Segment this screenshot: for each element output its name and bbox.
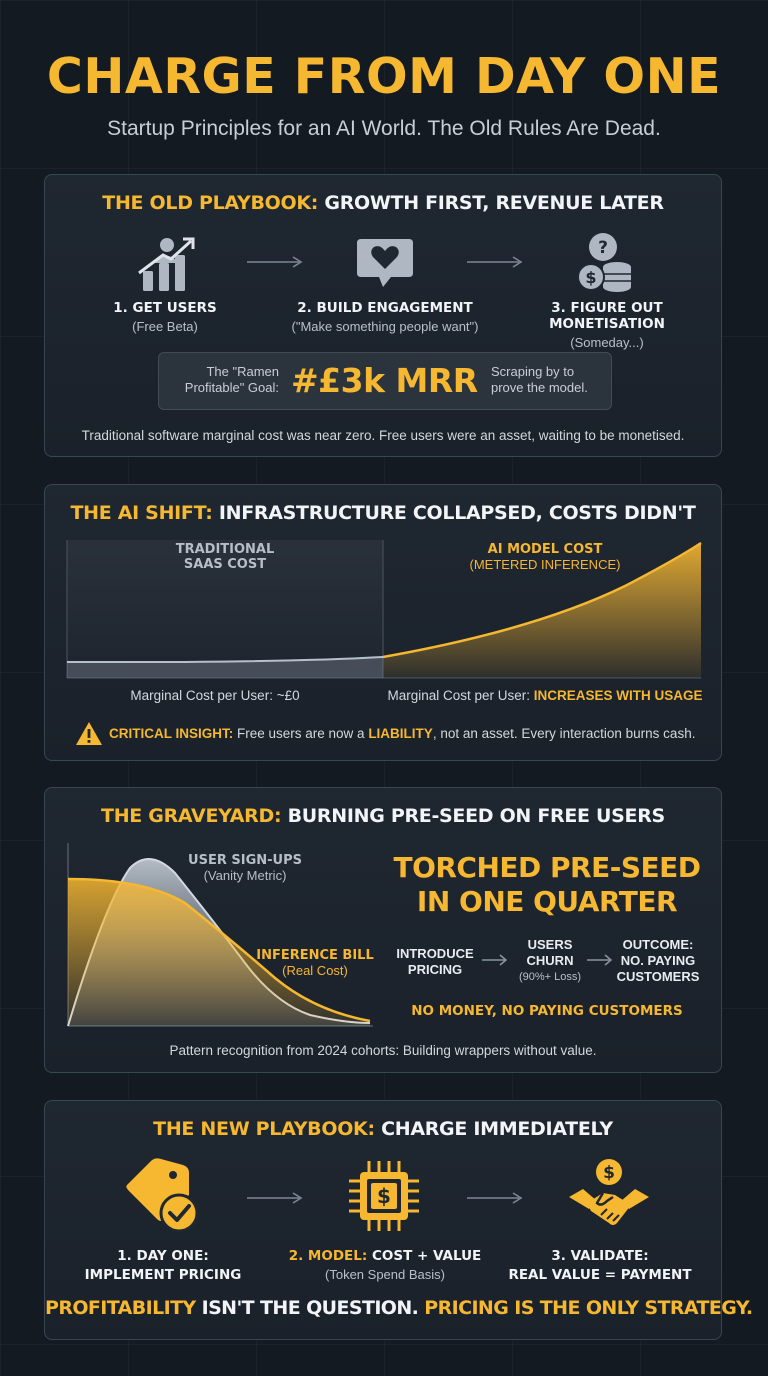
graveyard-panel: THE GRAVEYARD: BURNING PRE-SEED ON FREE … — [44, 787, 722, 1073]
bottom-statement: PROFITABILITY ISN'T THE QUESTION. PRICIN… — [45, 1297, 753, 1319]
torched-headline: TORCHED PRE-SEED IN ONE QUARTER — [393, 851, 701, 918]
signups-vs-bill-chart — [67, 843, 373, 1027]
old-playbook-title: THE OLD PLAYBOOK: GROWTH FIRST, REVENUE … — [45, 192, 721, 214]
ramen-goal-value: #£3k MRR — [291, 361, 478, 400]
ai-cost-label: AI MODEL COST (METERED INFERENCE) — [469, 542, 621, 572]
arrow-icon — [587, 954, 613, 966]
critical-insight: CRITICAL INSIGHT: Free users are now a L… — [109, 726, 696, 741]
bill-area — [68, 879, 370, 1026]
graveyard-footer: Pattern recognition from 2024 cohorts: B… — [169, 1043, 597, 1058]
old-playbook-title-rest: GROWTH FIRST, REVENUE LATER — [318, 192, 664, 214]
ai-cost-line — [382, 541, 702, 659]
arrow-icon — [467, 1192, 523, 1204]
traditional-cost-line — [67, 656, 384, 663]
new-playbook-title: THE NEW PLAYBOOK: CHARGE IMMEDIATELY — [153, 1118, 613, 1140]
no-money-text: NO MONEY, NO PAYING CUSTOMERS — [411, 1003, 683, 1019]
new-playbook-panel: THE NEW PLAYBOOK: CHARGE IMMEDIATELY $ $ — [44, 1100, 753, 1340]
traditional-caption: Marginal Cost per User: ~£0 — [130, 688, 300, 703]
ramen-goal-label: The "Ramen Profitable" Goal: — [184, 364, 279, 395]
old-step-1: 1. GET USERS (Free Beta) — [113, 300, 217, 334]
handshake-dollar-icon: $ — [569, 1159, 649, 1225]
page-title: CHARGE FROM DAY ONE — [46, 48, 722, 105]
page-subtitle: Startup Principles for an AI World. The … — [107, 117, 661, 140]
flow-users-churn: USERS CHURN (90%+ Loss) — [518, 937, 582, 983]
svg-text:?: ? — [598, 238, 608, 258]
arrow-icon — [467, 256, 523, 268]
arrow-icon — [247, 1192, 303, 1204]
price-tag-check-icon — [126, 1158, 199, 1233]
ai-cost-area — [383, 543, 701, 678]
cost-comparison-chart — [66, 540, 702, 679]
question-coins-icon: ? $ — [577, 233, 631, 292]
graveyard-title: THE GRAVEYARD: BURNING PRE-SEED ON FREE … — [101, 805, 665, 827]
svg-text:$: $ — [585, 268, 596, 287]
old-playbook-footer: Traditional software marginal cost was n… — [81, 428, 685, 443]
ai-caption: Marginal Cost per User: INCREASES WITH U… — [387, 688, 703, 703]
new-step-3: 3. VALIDATE: REAL VALUE = PAYMENT — [508, 1248, 692, 1283]
bill-line — [67, 877, 371, 1023]
ramen-goal-box: The "Ramen Profitable" Goal: #£3k MRR Sc… — [158, 352, 612, 410]
svg-text:$: $ — [603, 1163, 615, 1183]
chip-dollar-icon: $ — [349, 1161, 419, 1231]
old-playbook-title-accent: THE OLD PLAYBOOK: — [102, 192, 319, 214]
warning-icon — [76, 722, 102, 745]
flow-outcome: OUTCOME: NO. PAYING CUSTOMERS — [616, 937, 700, 984]
ai-shift-panel: THE AI SHIFT: INFRASTRUCTURE COLLAPSED, … — [44, 484, 722, 761]
ramen-goal-note: Scraping by to prove the model. — [491, 364, 588, 395]
heart-chat-icon — [357, 239, 413, 287]
traditional-label: TRADITIONAL SAAS COST — [175, 542, 275, 572]
bill-label: INFERENCE BILL (Real Cost) — [256, 948, 374, 978]
flow-introduce-pricing: INTRODUCE PRICING — [396, 946, 474, 977]
svg-text:$: $ — [377, 1184, 391, 1208]
old-step-3: 3. FIGURE OUT MONETISATION (Someday...) — [549, 300, 665, 350]
signups-label: USER SIGN-UPS (Vanity Metric) — [188, 853, 302, 883]
new-step-2: 2. MODEL: COST + VALUE (Token Spend Basi… — [288, 1248, 482, 1282]
new-step-1: 1. DAY ONE: IMPLEMENT PRICING — [84, 1248, 242, 1283]
arrow-icon — [482, 954, 508, 966]
ai-shift-title: THE AI SHIFT: INFRASTRUCTURE COLLAPSED, … — [70, 502, 696, 524]
arrow-icon — [247, 256, 303, 268]
user-growth-icon — [138, 237, 195, 291]
old-playbook-panel: THE OLD PLAYBOOK: GROWTH FIRST, REVENUE … — [44, 174, 722, 457]
old-step-2: 2. BUILD ENGAGEMENT ("Make something peo… — [291, 300, 479, 334]
